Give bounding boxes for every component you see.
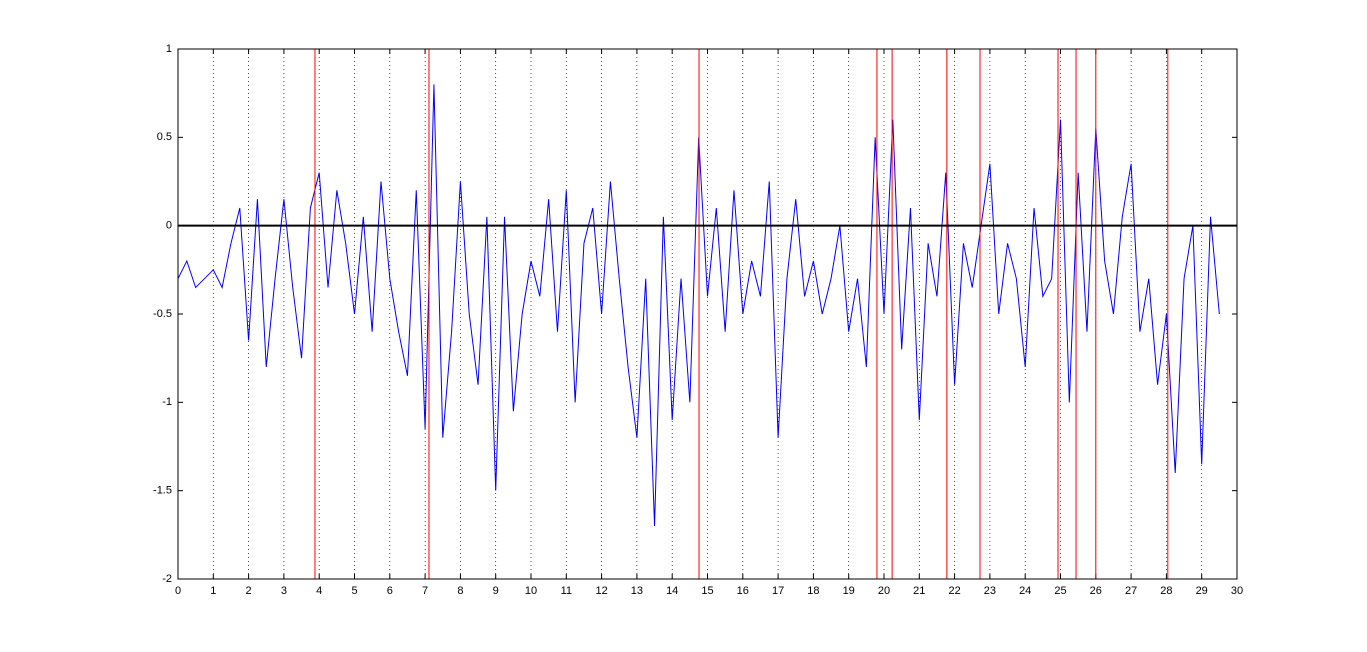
x-tick-label: 0	[175, 585, 181, 597]
x-tick-label: 11	[561, 585, 572, 597]
y-tick-label: -1	[162, 396, 172, 408]
y-tick-label: 1	[166, 43, 172, 55]
x-tick-label: 16	[737, 585, 749, 597]
x-tick-label: 28	[1160, 585, 1172, 597]
x-tick-label: 4	[316, 585, 322, 597]
x-tick-label: 17	[772, 585, 784, 597]
x-tick-label: 14	[666, 585, 678, 597]
x-tick-label: 3	[281, 585, 287, 597]
x-tick-label: 21	[913, 585, 925, 597]
x-tick-label: 13	[631, 585, 643, 597]
y-tick-label: 0.5	[157, 131, 172, 143]
x-tick-label: 27	[1125, 585, 1137, 597]
x-tick-label: 19	[843, 585, 855, 597]
x-tick-label: 20	[878, 585, 890, 597]
x-tick-label: 2	[246, 585, 252, 597]
x-tick-label: 23	[984, 585, 996, 597]
x-tick-label: 18	[807, 585, 819, 597]
x-tick-label: 15	[701, 585, 713, 597]
x-tick-label: 29	[1196, 585, 1208, 597]
y-tick-label: -1.5	[153, 485, 172, 497]
x-tick-label: 7	[422, 585, 428, 597]
x-tick-label: 25	[1054, 585, 1066, 597]
x-tick-label: 26	[1090, 585, 1102, 597]
x-tick-label: 1	[210, 585, 216, 597]
y-tick-label: 0	[166, 220, 172, 232]
x-tick-label: 12	[595, 585, 607, 597]
y-tick-label: -0.5	[153, 308, 172, 320]
x-tick-label: 6	[387, 585, 393, 597]
y-tick-label: -2	[162, 573, 172, 585]
x-tick-label: 5	[351, 585, 357, 597]
x-tick-label: 9	[493, 585, 499, 597]
x-tick-label: 22	[948, 585, 960, 597]
x-tick-label: 24	[1019, 585, 1031, 597]
x-tick-label: 8	[457, 585, 463, 597]
x-tick-label: 10	[525, 585, 537, 597]
x-tick-label: 30	[1231, 585, 1243, 597]
axes-box	[177, 48, 1238, 580]
